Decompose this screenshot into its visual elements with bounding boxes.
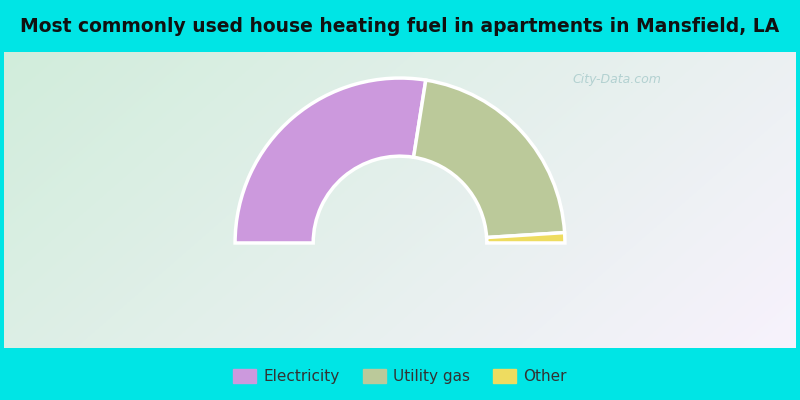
Text: City-Data.com: City-Data.com [572, 73, 661, 86]
Legend: Electricity, Utility gas, Other: Electricity, Utility gas, Other [226, 363, 574, 390]
Text: Most commonly used house heating fuel in apartments in Mansfield, LA: Most commonly used house heating fuel in… [20, 16, 780, 36]
Wedge shape [486, 233, 565, 243]
Wedge shape [414, 80, 565, 238]
Wedge shape [235, 78, 426, 243]
